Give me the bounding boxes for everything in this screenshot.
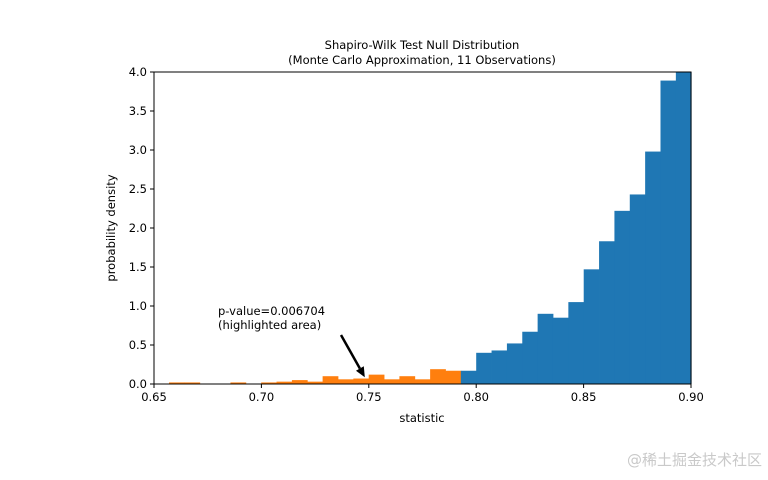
annotation-line2: (highlighted area) bbox=[218, 318, 321, 332]
histogram-bar-highlighted bbox=[276, 381, 293, 384]
annotation-line1: p-value=0.006704 bbox=[218, 304, 325, 318]
histogram-bar-other bbox=[583, 269, 600, 384]
y-tick-label: 4.0 bbox=[129, 65, 147, 79]
histogram-bar-highlighted bbox=[384, 379, 400, 384]
x-axis-label: statistic bbox=[399, 411, 444, 425]
y-tick-label: 3.5 bbox=[129, 104, 147, 118]
histogram-bar-highlighted bbox=[261, 382, 277, 384]
chart-title: Shapiro-Wilk Test Null Distribution bbox=[325, 38, 520, 52]
y-tick-label: 0.0 bbox=[129, 377, 147, 391]
histogram-bar-highlighted bbox=[322, 376, 339, 384]
y-axis-label: probability density bbox=[104, 174, 118, 281]
histogram-bar-other bbox=[460, 370, 477, 384]
y-tick-label: 0.5 bbox=[129, 338, 147, 352]
y-ticks: 0.0 0.5 1.0 1.5 2.0 2.5 3.0 3.5 4.0 bbox=[129, 65, 154, 391]
watermark: @稀土掘金技术社区 bbox=[626, 451, 762, 469]
chart-subtitle: (Monte Carlo Approximation, 11 Observati… bbox=[288, 53, 556, 67]
histogram-bar-highlighted bbox=[353, 378, 370, 384]
x-tick-label: 0.70 bbox=[249, 390, 275, 404]
bars-group bbox=[169, 72, 692, 384]
x-tick-label: 0.85 bbox=[571, 390, 597, 404]
x-tick-label: 0.80 bbox=[463, 390, 489, 404]
histogram-bar-highlighted bbox=[399, 376, 416, 384]
x-tick-label: 0.90 bbox=[678, 390, 704, 404]
histogram-bar-other bbox=[506, 343, 523, 384]
histogram-bar-highlighted bbox=[414, 379, 431, 384]
histogram-bar-highlighted bbox=[337, 379, 354, 384]
histogram-bar-other bbox=[552, 317, 569, 384]
histogram-bar-other bbox=[614, 210, 631, 384]
y-tick-label: 3.0 bbox=[129, 143, 147, 157]
histogram-bar-other bbox=[491, 350, 508, 384]
histogram-bar-other bbox=[675, 72, 692, 384]
x-tick-label: 0.75 bbox=[356, 390, 382, 404]
histogram-bar-highlighted bbox=[184, 382, 201, 384]
histogram-bar-other bbox=[629, 194, 646, 384]
histogram-bar-highlighted bbox=[307, 381, 324, 384]
histogram-bar-other bbox=[476, 352, 492, 384]
histogram-bar-other bbox=[568, 302, 585, 384]
histogram-bar-other bbox=[599, 241, 615, 384]
y-tick-label: 2.5 bbox=[129, 182, 147, 196]
histogram-bar-other bbox=[660, 80, 677, 384]
histogram-bar-highlighted bbox=[291, 380, 308, 384]
y-tick-label: 1.5 bbox=[129, 260, 147, 274]
histogram-bar-highlighted bbox=[445, 370, 462, 384]
histogram-bar-other bbox=[522, 331, 539, 384]
annotation-arrow bbox=[339, 334, 365, 378]
histogram-bar-highlighted bbox=[230, 382, 247, 384]
y-tick-label: 1.0 bbox=[129, 299, 147, 313]
histogram-bar-other bbox=[537, 313, 554, 384]
histogram-bar-highlighted bbox=[169, 382, 185, 384]
histogram-bar-highlighted bbox=[430, 369, 446, 384]
histogram-bar-highlighted bbox=[368, 374, 385, 384]
y-tick-label: 2.0 bbox=[129, 221, 147, 235]
x-tick-label: 0.65 bbox=[141, 390, 167, 404]
x-ticks: 0.65 0.70 0.75 0.80 0.85 0.90 bbox=[141, 384, 704, 404]
histogram-bar-other bbox=[645, 151, 661, 384]
